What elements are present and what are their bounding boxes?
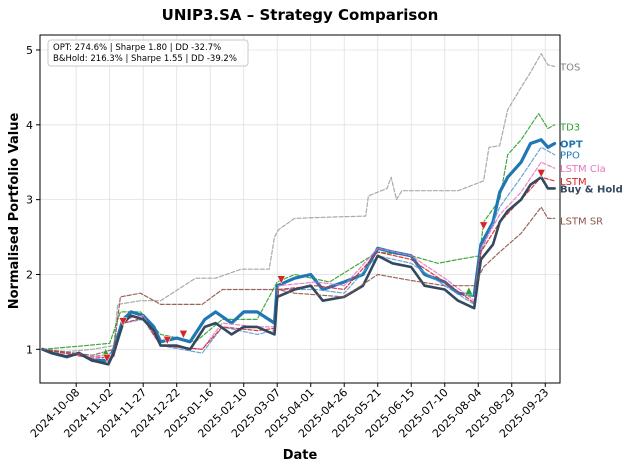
y-tick-label: 4 [26, 119, 33, 132]
series-line-tos [42, 53, 556, 353]
sell-marker [118, 317, 128, 327]
end-label: OPT [560, 140, 583, 151]
y-tick-label: 1 [26, 343, 33, 356]
y-axis-ticks: 1 2 3 4 5 [26, 44, 40, 356]
sell-marker [102, 354, 112, 363]
end-label: LSTM [560, 177, 587, 188]
series-line-td3 [42, 112, 556, 350]
y-tick-label: 5 [26, 44, 33, 57]
y-tick-label: 2 [26, 268, 33, 281]
stats-buy-hold: B&Hold: 216.3% | Sharpe 1.55 | DD -39.2% [53, 54, 237, 64]
stats-box: OPT: 274.6% | Sharpe 1.80 | DD -32.7% B&… [47, 39, 249, 67]
end-label: LSTM Cla [560, 164, 606, 175]
chart-title: UNIP3.SA – Strategy Comparison [162, 6, 439, 24]
end-label: TOS [559, 62, 580, 73]
plot-frame [39, 34, 561, 384]
x-axis-label: Date [283, 448, 318, 463]
x-axis-ticks: 2024-10-082024-11-022024-11-272024-12-22… [28, 383, 551, 440]
series-line-lstm-sr [42, 206, 556, 356]
y-axis-label: Normalised Portfolio Value [7, 113, 22, 310]
series-lines [41, 53, 557, 366]
sell-marker [536, 169, 546, 179]
sell-marker [276, 275, 286, 285]
buy-marker [464, 286, 474, 296]
grid [40, 35, 560, 383]
series-line-ppo [42, 146, 556, 358]
trade-markers [101, 169, 546, 363]
sell-marker [479, 221, 489, 231]
end-label: Buy & Hold [560, 184, 623, 195]
end-label: TD3 [559, 122, 580, 133]
end-label: LSTM SR [560, 217, 603, 228]
series-line-buy-hold [41, 175, 556, 366]
series-line-lstm-cla [42, 161, 556, 358]
y-tick-label: 3 [26, 194, 33, 207]
stats-opt: OPT: 274.6% | Sharpe 1.80 | DD -32.7% [53, 43, 221, 53]
sell-marker [178, 330, 188, 339]
sell-marker [162, 336, 172, 345]
series-line-opt [41, 138, 557, 363]
stats-box-frame [47, 39, 249, 67]
end-label: PPO [560, 151, 580, 162]
